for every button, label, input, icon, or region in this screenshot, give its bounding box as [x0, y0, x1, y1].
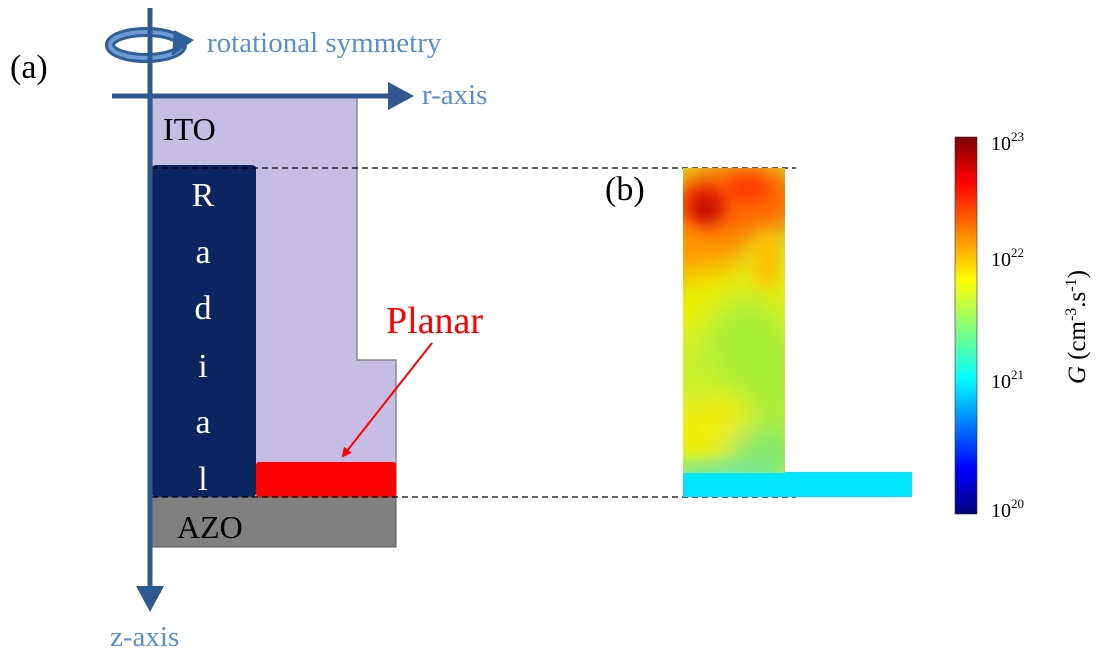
colorbar-tick-label: 1021: [991, 367, 1024, 393]
ito-label: ITO: [163, 111, 216, 147]
planar-pointer-arrow: [341, 342, 433, 458]
rotational-symmetry-label: rotational symmetry: [207, 27, 442, 59]
radial-label: R a d i a l: [192, 177, 215, 498]
colorbar-tick-label: 1023: [991, 129, 1024, 155]
generation-heatmap: [683, 168, 912, 497]
radial-layer: [152, 165, 256, 497]
azo-layer: [151, 496, 397, 548]
colorbar-tick-label: 1020: [991, 496, 1024, 522]
panel-a-label: (a): [10, 49, 48, 86]
radial-letter: i: [198, 348, 207, 385]
z-axis-label: z-axis: [110, 621, 179, 653]
z-axis: [136, 8, 164, 612]
planar-label: Planar: [386, 300, 483, 342]
r-axis-label: r-axis: [422, 79, 487, 111]
planar-layer: [256, 462, 396, 497]
radial-letter: R: [192, 177, 215, 214]
radial-letter: l: [198, 461, 207, 498]
colorbar-tick-label: 1022: [991, 245, 1024, 271]
panel-b-label: (b): [605, 171, 645, 208]
colorbar-tick-labels: 1023 1022 1021 1020: [991, 129, 1024, 522]
colorbar-title: G(cm-3.s-1): [1063, 270, 1091, 384]
radial-letter: a: [195, 234, 210, 271]
colorbar: [954, 136, 978, 515]
rotation-arrow-icon: [105, 27, 194, 63]
r-axis: [112, 82, 414, 110]
radial-letter: d: [195, 290, 212, 327]
azo-label: AZO: [177, 509, 243, 545]
radial-letter: a: [195, 404, 210, 441]
